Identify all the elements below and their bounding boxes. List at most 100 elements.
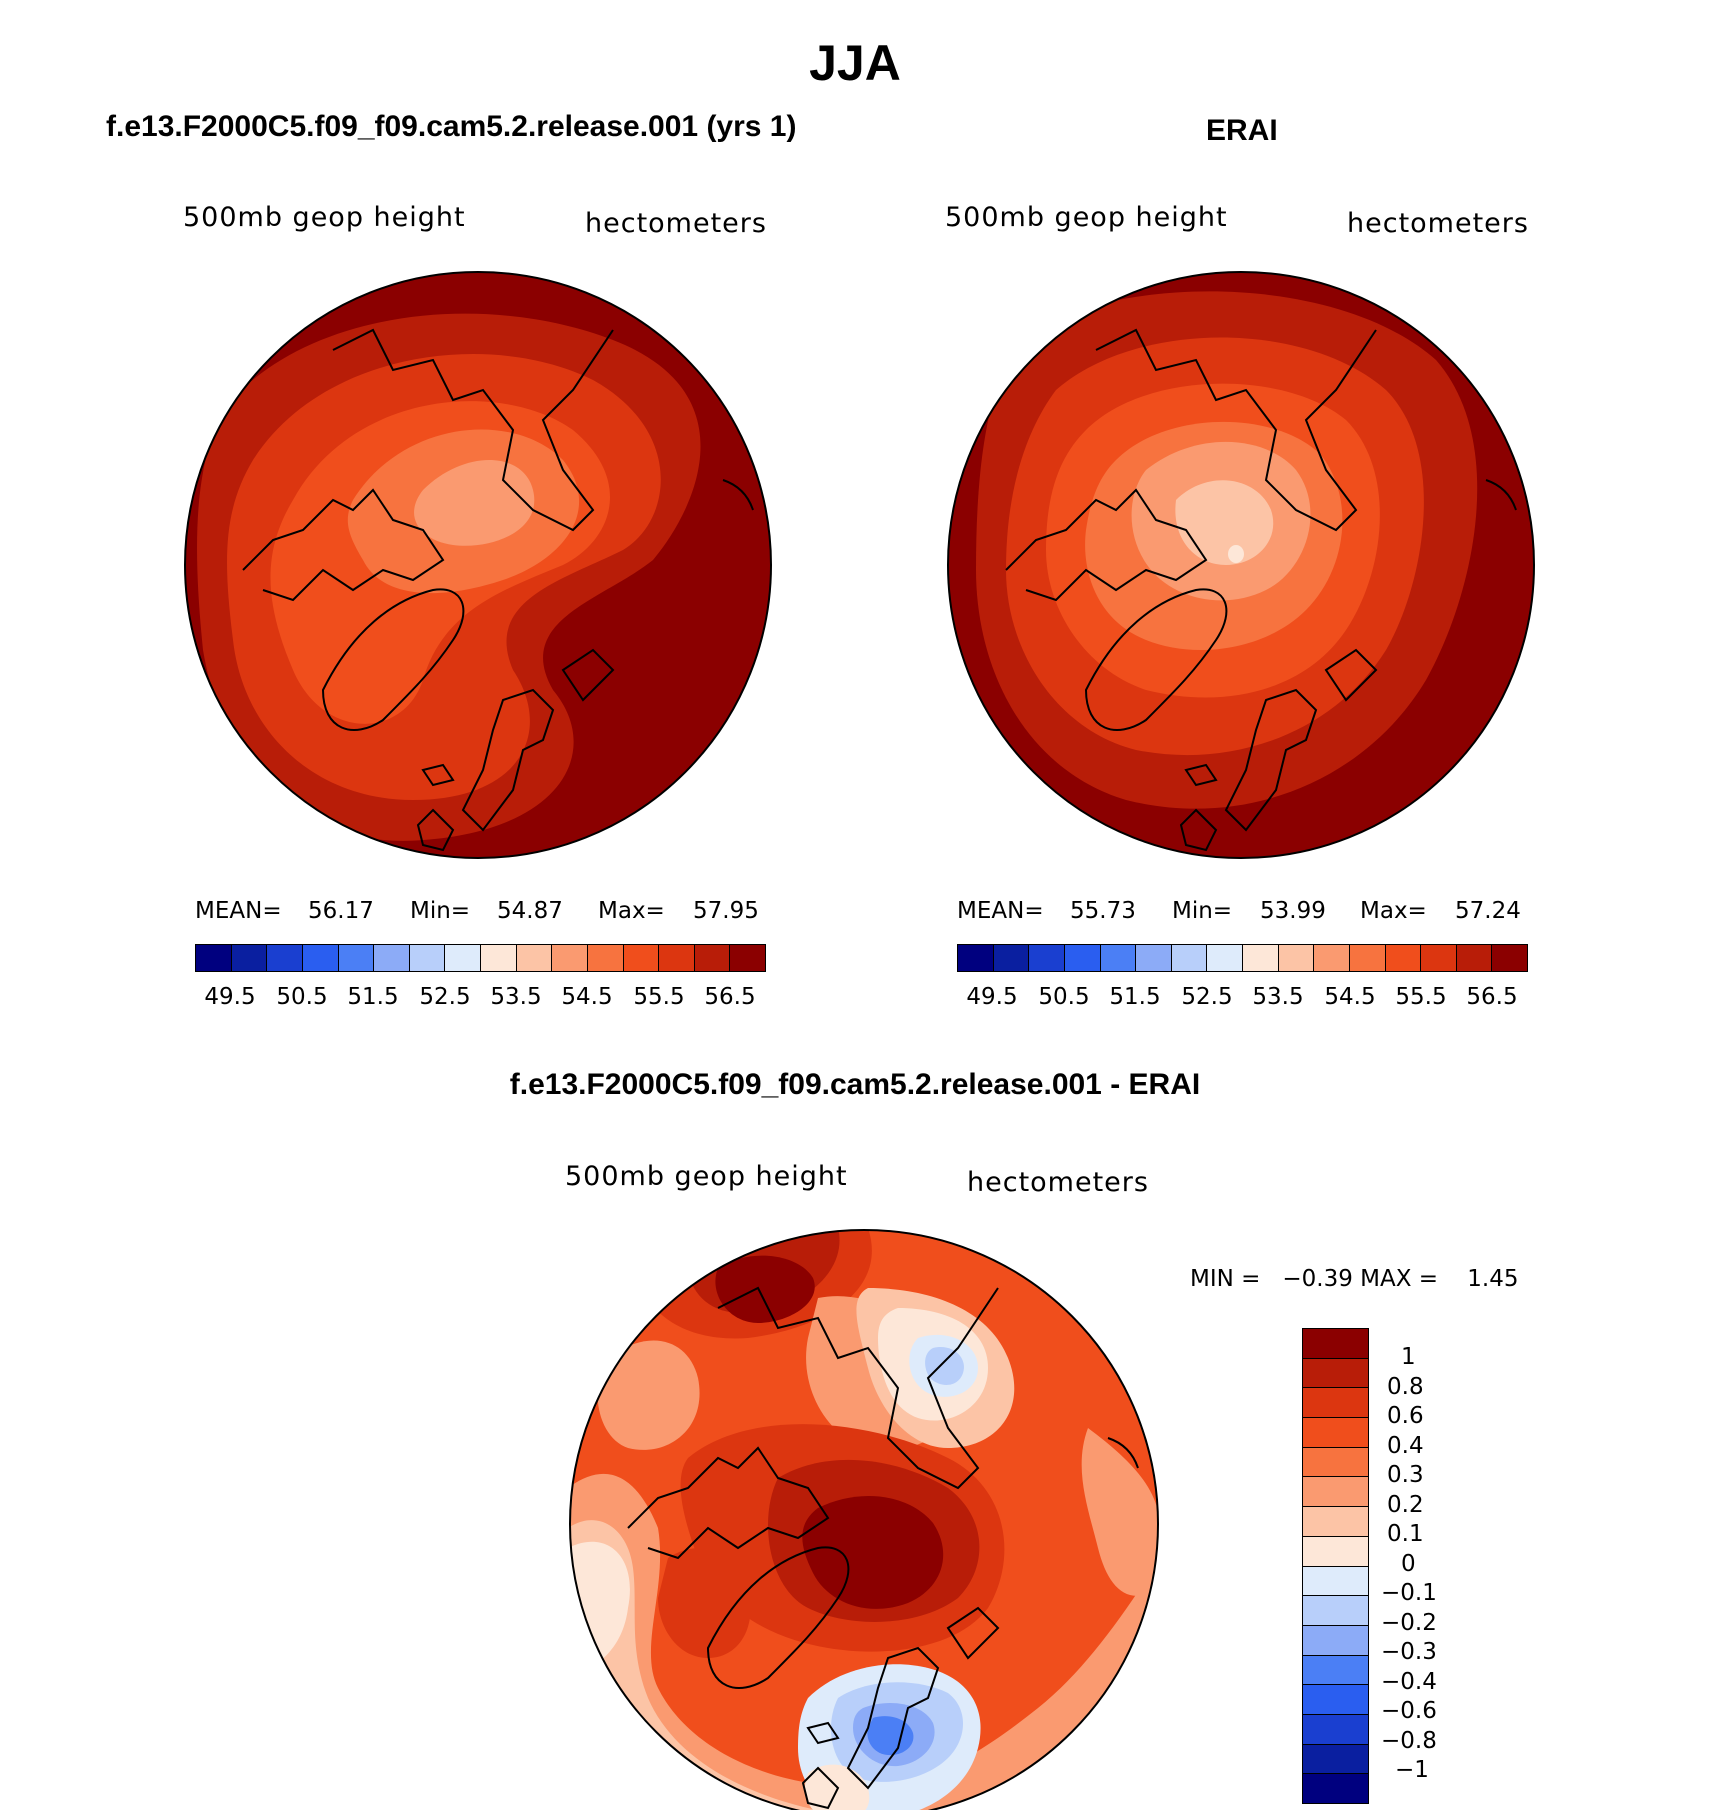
model-colorbar-swatch (196, 945, 232, 971)
diff-tick: 0 (1401, 1551, 1416, 1577)
diff-tick: −0.6 (1381, 1698, 1437, 1724)
model-polar-map (184, 271, 772, 859)
obs-colorbar-swatch (1456, 945, 1493, 971)
diff-tick: −0.1 (1381, 1580, 1437, 1606)
model-panel-title: f.e13.F2000C5.f09_f09.cam5.2.release.001… (106, 110, 797, 143)
model-colorbar-swatch (338, 945, 375, 971)
diff-tick: −0.8 (1381, 1728, 1437, 1754)
model-mean-value: 56.17 (308, 898, 374, 924)
model-max-value: 57.95 (693, 898, 759, 924)
model-colorbar-swatch (552, 945, 588, 971)
obs-colorbar-swatch (958, 945, 994, 971)
obs-colorbar-swatch (1029, 945, 1065, 971)
obs-min-label: Min= (1172, 898, 1233, 924)
model-colorbar-swatch (481, 945, 517, 971)
obs-polar-map (947, 271, 1535, 859)
obs-min-value: 53.99 (1260, 898, 1326, 924)
obs-tick: 49.5 (966, 984, 1018, 1010)
diff-tick: 0.3 (1387, 1462, 1424, 1488)
obs-colorbar-swatch (1349, 945, 1386, 971)
obs-mean-label: MEAN= (957, 898, 1044, 924)
model-colorbar-swatch (409, 945, 446, 971)
model-min-label: Min= (410, 898, 471, 924)
obs-colorbar-swatch (1100, 945, 1137, 971)
model-colorbar-swatch (267, 945, 303, 971)
diff-tick: 0.2 (1387, 1492, 1424, 1518)
diff-colorbar-swatch (1303, 1536, 1368, 1567)
model-tick: 55.5 (633, 984, 685, 1010)
diff-tick: 0.6 (1387, 1403, 1424, 1429)
diff-tick: 0.8 (1387, 1374, 1424, 1400)
diff-colorbar-swatch (1303, 1596, 1368, 1626)
diff-tick: 1 (1401, 1344, 1416, 1370)
model-colorbar-swatch (302, 945, 339, 971)
diff-colorbar-swatch (1303, 1655, 1368, 1686)
obs-colorbar-swatch (1421, 945, 1457, 971)
obs-tick: 53.5 (1252, 984, 1304, 1010)
model-min-value: 54.87 (497, 898, 563, 924)
diff-colorbar-swatch (1303, 1714, 1368, 1745)
diff-tick: 0.1 (1387, 1521, 1424, 1547)
model-tick: 50.5 (276, 984, 328, 1010)
diff-colorbar-swatch (1303, 1744, 1368, 1775)
diff-minmax-text: MIN = −0.39 MAX = 1.45 (1190, 1266, 1519, 1292)
model-tick: 49.5 (204, 984, 256, 1010)
obs-colorbar-swatch (1314, 945, 1350, 971)
model-max-label: Max= (598, 898, 665, 924)
diff-colorbar-swatch (1303, 1329, 1368, 1359)
model-colorbar-swatch (694, 945, 731, 971)
obs-colorbar-swatch (1385, 945, 1422, 971)
obs-colorbar-swatch (1492, 945, 1527, 971)
diff-colorbar-swatch (1303, 1358, 1368, 1389)
model-colorbar (195, 944, 766, 972)
model-colorbar-swatch (516, 945, 553, 971)
obs-tick: 52.5 (1181, 984, 1233, 1010)
diff-colorbar-swatch (1303, 1685, 1368, 1715)
obs-colorbar-swatch (1136, 945, 1172, 971)
model-tick: 54.5 (561, 984, 613, 1010)
figure-title: JJA (809, 35, 901, 91)
model-colorbar-swatch (374, 945, 410, 971)
model-colorbar-swatch (587, 945, 624, 971)
model-tick: 56.5 (704, 984, 756, 1010)
model-colorbar-swatch (231, 945, 268, 971)
model-tick: 52.5 (419, 984, 471, 1010)
diff-colorbar-swatch (1303, 1625, 1368, 1656)
obs-colorbar (957, 944, 1528, 972)
obs-tick: 54.5 (1324, 984, 1376, 1010)
obs-colorbar-swatch (1207, 945, 1243, 971)
obs-colorbar-swatch (993, 945, 1030, 971)
model-variable-label: 500mb geop height (183, 202, 466, 233)
diff-units-label: hectometers (967, 1167, 1149, 1198)
obs-units-label: hectometers (1347, 208, 1529, 239)
model-colorbar-swatch (659, 945, 695, 971)
model-colorbar-swatch (730, 945, 765, 971)
model-tick: 53.5 (490, 984, 542, 1010)
diff-tick: −0.2 (1381, 1610, 1437, 1636)
diff-colorbar-swatch (1303, 1388, 1368, 1419)
diff-colorbar-swatch (1303, 1447, 1368, 1478)
diff-colorbar-swatch (1303, 1418, 1368, 1448)
obs-max-value: 57.24 (1455, 898, 1521, 924)
obs-colorbar-swatch (1278, 945, 1315, 971)
diff-tick: −0.4 (1381, 1669, 1437, 1695)
obs-colorbar-swatch (1171, 945, 1208, 971)
diff-colorbar-swatch (1303, 1477, 1368, 1508)
obs-tick: 50.5 (1038, 984, 1090, 1010)
diff-variable-label: 500mb geop height (565, 1161, 848, 1192)
model-units-label: hectometers (585, 208, 767, 239)
diff-colorbar-swatch (1303, 1566, 1368, 1597)
obs-tick: 56.5 (1466, 984, 1518, 1010)
obs-colorbar-swatch (1064, 945, 1101, 971)
model-tick: 51.5 (347, 984, 399, 1010)
obs-tick: 55.5 (1395, 984, 1447, 1010)
diff-tick: 0.4 (1387, 1433, 1424, 1459)
diff-tick: −1 (1395, 1757, 1429, 1783)
obs-colorbar-swatch (1243, 945, 1279, 971)
diff-colorbar-swatch (1303, 1774, 1368, 1803)
obs-tick: 51.5 (1109, 984, 1161, 1010)
model-colorbar-swatch (445, 945, 481, 971)
model-colorbar-swatch (623, 945, 660, 971)
diff-tick: −0.3 (1381, 1639, 1437, 1665)
obs-variable-label: 500mb geop height (945, 202, 1228, 233)
